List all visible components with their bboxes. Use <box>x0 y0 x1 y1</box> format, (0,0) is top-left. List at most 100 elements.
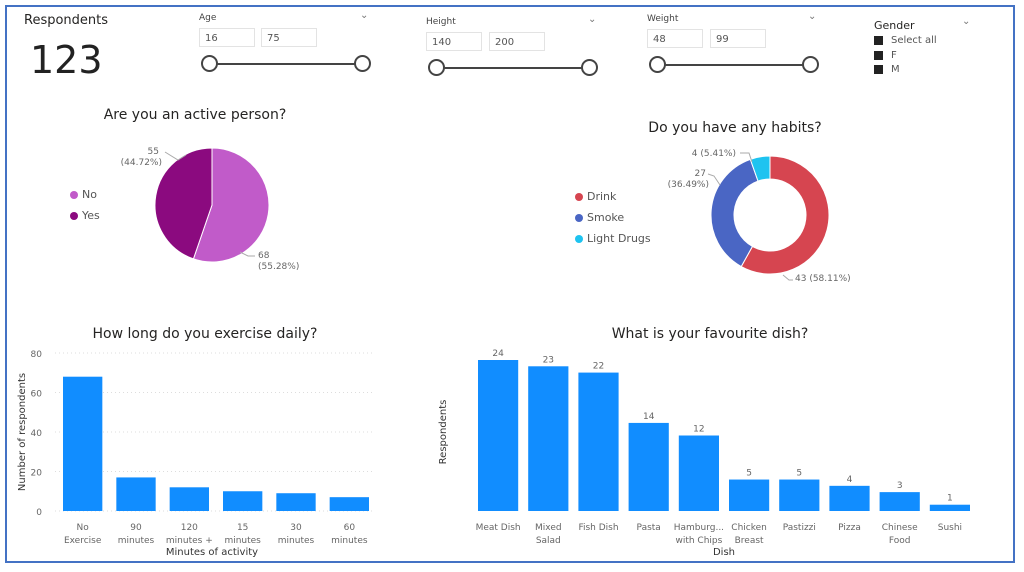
legend-dot <box>575 234 583 243</box>
age-max-input[interactable]: 75 <box>261 28 317 47</box>
bar[interactable] <box>223 491 263 511</box>
bar[interactable] <box>329 497 369 511</box>
x-axis-title: Minutes of activity <box>166 547 258 558</box>
height-min-input[interactable]: 140 <box>426 32 482 51</box>
x-tick-label: No <box>77 523 90 533</box>
bar[interactable] <box>169 487 209 511</box>
x-tick-label: Hamburg... <box>674 523 724 533</box>
checkbox[interactable] <box>874 65 883 74</box>
chevron-down-icon[interactable]: ⌄ <box>962 16 971 27</box>
x-tick-label: Chicken <box>731 523 767 533</box>
x-tick-label: Exercise <box>64 536 102 546</box>
slice-drink[interactable] <box>740 155 830 275</box>
x-tick-label: Pizza <box>838 523 861 533</box>
bar[interactable] <box>116 477 156 511</box>
data-label: 55 <box>148 147 159 157</box>
x-tick-label: 120 <box>181 523 198 533</box>
legend-yes[interactable]: Yes <box>70 209 100 222</box>
bar[interactable] <box>879 492 920 511</box>
age-min-handle[interactable] <box>201 55 218 72</box>
x-tick-label: Pasta <box>637 523 661 533</box>
chevron-down-icon[interactable]: ⌄ <box>588 14 597 25</box>
x-tick-label: minutes <box>331 536 368 546</box>
checkbox[interactable] <box>874 36 883 45</box>
age-min-input[interactable]: 16 <box>199 28 255 47</box>
x-tick-label: minutes + <box>166 536 213 546</box>
bar[interactable] <box>528 366 569 511</box>
x-tick-label: Meat Dish <box>476 523 521 533</box>
weight-max-input[interactable]: 99 <box>710 29 766 48</box>
x-tick-label: minutes <box>224 536 261 546</box>
slice-light-drugs[interactable] <box>749 155 771 182</box>
x-tick-label: 90 <box>130 523 142 533</box>
x-tick-label: Fish Dish <box>578 523 618 533</box>
weight-min-input[interactable]: 48 <box>647 29 703 48</box>
x-tick-label: Breast <box>735 536 764 546</box>
weight-label: Weight <box>647 14 679 24</box>
legend-no[interactable]: No <box>70 188 97 201</box>
dashboard-frame <box>5 5 1015 563</box>
data-label: 14 <box>643 412 655 422</box>
data-label: 24 <box>492 349 504 359</box>
age-slider-track[interactable] <box>210 63 360 65</box>
data-label: 3 <box>897 481 903 491</box>
bar[interactable] <box>478 360 519 511</box>
legend-light-drugs[interactable]: Light Drugs <box>575 232 651 245</box>
leader-line <box>239 251 255 257</box>
x-tick-label: 15 <box>237 523 248 533</box>
data-label-percent: (44.72%) <box>121 158 162 168</box>
weight-slider-track[interactable] <box>658 64 808 66</box>
data-label: 27 <box>695 169 706 179</box>
respondents-count: 123 <box>30 38 103 82</box>
data-label: 1 <box>947 494 953 504</box>
slice-smoke[interactable] <box>710 158 759 268</box>
bar[interactable] <box>578 372 619 511</box>
data-label: 4 (5.41%) <box>692 149 736 159</box>
weight-min-handle[interactable] <box>649 56 666 73</box>
bar[interactable] <box>829 485 870 511</box>
y-tick-label: 40 <box>31 429 43 439</box>
bar[interactable] <box>276 493 316 511</box>
height-max-input[interactable]: 200 <box>489 32 545 51</box>
data-label: 23 <box>543 355 554 365</box>
checkbox[interactable] <box>874 51 883 60</box>
x-tick-label: with Chips <box>675 536 722 546</box>
habits-chart-title: Do you have any habits? <box>648 120 822 136</box>
gender-option-select-all[interactable]: Select all <box>874 35 937 46</box>
weight-max-handle[interactable] <box>802 56 819 73</box>
data-label: 4 <box>847 475 853 485</box>
legend-dot <box>575 192 583 201</box>
bar[interactable] <box>628 422 669 511</box>
gender-option-m[interactable]: M <box>874 64 900 75</box>
height-min-handle[interactable] <box>428 59 445 76</box>
data-label: 22 <box>593 362 604 372</box>
gender-option-f[interactable]: F <box>874 50 897 61</box>
leader-line <box>740 152 753 163</box>
x-tick-label: 60 <box>344 523 356 533</box>
bar[interactable] <box>729 479 770 511</box>
legend-smoke[interactable]: Smoke <box>575 211 624 224</box>
x-tick-label: Mixed <box>535 523 562 533</box>
legend-drink[interactable]: Drink <box>575 190 616 203</box>
y-tick-label: 60 <box>31 390 43 400</box>
height-max-handle[interactable] <box>581 59 598 76</box>
bar[interactable] <box>779 479 820 511</box>
y-axis-title: Number of respondents <box>17 373 28 491</box>
x-tick-label: minutes <box>278 536 315 546</box>
chevron-down-icon[interactable]: ⌄ <box>808 11 817 22</box>
bar[interactable] <box>678 435 719 512</box>
chevron-down-icon[interactable]: ⌄ <box>360 10 369 21</box>
leader-line <box>164 151 187 161</box>
age-max-handle[interactable] <box>354 55 371 72</box>
slice-yes[interactable] <box>154 147 213 260</box>
x-axis-title: Dish <box>713 547 735 558</box>
respondents-label: Respondents <box>24 13 109 28</box>
leader-line <box>782 274 793 281</box>
height-slider-track[interactable] <box>437 67 587 69</box>
data-label: 12 <box>693 425 704 435</box>
bar[interactable] <box>63 376 103 511</box>
bar[interactable] <box>929 504 970 511</box>
x-tick-label: minutes <box>118 536 155 546</box>
legend-dot <box>70 211 78 220</box>
x-tick-label: Food <box>889 536 911 546</box>
